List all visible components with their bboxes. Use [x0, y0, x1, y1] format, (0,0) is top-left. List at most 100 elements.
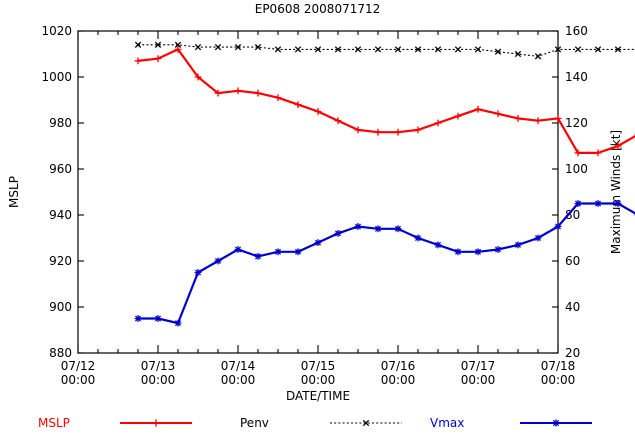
data-point-marker-star	[414, 234, 422, 242]
data-point-marker-star	[354, 223, 362, 230]
y2-axis-tick-label: 120	[565, 116, 588, 130]
data-point-marker-star	[594, 200, 602, 207]
data-point-marker-plus	[554, 115, 562, 122]
data-point-marker-cross	[134, 41, 142, 48]
data-point-marker-cross	[314, 46, 322, 53]
data-point-marker-plus	[514, 115, 522, 122]
data-point-marker-plus	[454, 112, 462, 120]
y-axis-tick-label: 1020	[41, 24, 72, 38]
data-point-marker-star	[154, 315, 162, 322]
chart-title: EP0608 2008071712	[254, 2, 381, 16]
data-point-marker-star	[574, 200, 582, 207]
y-axis-tick-label: 960	[49, 162, 72, 176]
data-point-marker-plus	[274, 94, 282, 102]
data-point-marker-cross	[354, 46, 362, 53]
data-point-marker-star	[474, 248, 482, 256]
data-point-marker-cross	[334, 46, 342, 53]
data-point-marker-cross	[474, 46, 482, 53]
data-point-marker-plus	[394, 128, 402, 136]
x-axis-tick-label-time: 00:00	[141, 373, 176, 387]
data-point-marker-plus	[134, 57, 142, 65]
data-point-marker-star	[314, 239, 322, 246]
data-point-marker-cross	[154, 41, 162, 48]
data-point-marker-star	[454, 248, 462, 256]
data-point-marker-plus	[594, 149, 602, 157]
x-axis-tick-label-time: 00:00	[381, 373, 416, 387]
x-axis-tick-label-date: 07/17	[461, 359, 496, 373]
x-axis-tick-label-date: 07/14	[221, 359, 256, 373]
data-point-marker-star	[234, 246, 242, 253]
data-point-marker-cross	[374, 46, 382, 53]
series-line-mslp	[137, 48, 635, 154]
data-point-marker-plus	[434, 119, 442, 127]
data-point-marker-star	[134, 315, 142, 322]
data-point-marker-star	[434, 241, 442, 249]
data-point-marker-star	[494, 246, 502, 253]
data-point-marker-cross	[362, 419, 370, 427]
data-point-marker-cross	[574, 46, 582, 53]
y-axis-label: MSLP	[7, 176, 21, 208]
x-axis-tick-label-date: 07/13	[141, 359, 176, 373]
data-point-marker-plus	[294, 101, 302, 108]
data-point-marker-cross	[514, 50, 522, 58]
data-point-marker-plus	[374, 128, 382, 136]
y2-axis-tick-label: 100	[565, 162, 588, 176]
data-point-marker-cross	[294, 46, 302, 53]
data-point-marker-plus	[214, 89, 222, 97]
y-axis-tick-label: 1000	[41, 70, 72, 84]
data-point-marker-cross	[394, 46, 402, 53]
data-point-marker-star	[552, 419, 560, 427]
y2-axis-tick-label: 160	[565, 24, 588, 38]
data-point-marker-star	[374, 225, 382, 233]
y-axis-tick-label: 940	[49, 208, 72, 222]
data-point-marker-star	[214, 257, 222, 265]
data-point-marker-plus	[494, 110, 502, 118]
y2-axis-tick-label: 60	[565, 254, 580, 268]
y2-axis-tick-label: 40	[565, 300, 580, 314]
y-axis-tick-label: 880	[49, 346, 72, 360]
x-axis-tick-label-time: 00:00	[61, 373, 96, 387]
plot-frame	[77, 30, 559, 354]
data-point-marker-plus	[314, 108, 322, 115]
x-axis-tick-label-date: 07/15	[301, 359, 336, 373]
data-point-marker-plus	[614, 142, 622, 150]
data-point-marker-cross	[454, 46, 462, 53]
x-axis-tick-label-time: 00:00	[541, 373, 576, 387]
data-point-marker-cross	[194, 43, 202, 51]
data-point-marker-cross	[254, 43, 262, 51]
data-point-marker-plus	[534, 117, 542, 125]
data-point-marker-star	[274, 248, 282, 256]
data-point-marker-plus	[334, 117, 342, 125]
data-point-marker-plus	[152, 419, 160, 427]
x-axis-label: DATE/TIME	[286, 389, 350, 403]
y2-axis-tick-label: 20	[565, 346, 580, 360]
data-point-marker-star	[194, 269, 202, 276]
data-point-marker-cross	[534, 53, 542, 60]
data-point-marker-star	[534, 234, 542, 242]
y2-axis-tick-label: 80	[565, 208, 580, 222]
y2-axis-label: Maximum Winds [kt]	[609, 130, 623, 254]
data-point-marker-cross	[174, 41, 182, 48]
data-point-marker-cross	[494, 48, 502, 55]
data-point-marker-star	[174, 319, 182, 327]
legend-label-vmax: Vmax	[430, 416, 464, 430]
x-axis-tick-label-date: 07/12	[61, 359, 96, 373]
data-point-marker-star	[394, 225, 402, 233]
series-line-vmax	[138, 202, 635, 325]
data-point-marker-star	[614, 200, 622, 207]
data-point-marker-cross	[214, 43, 222, 51]
data-point-marker-plus	[414, 126, 422, 134]
x-axis-tick-label-date: 07/16	[381, 359, 416, 373]
data-point-marker-plus	[174, 46, 182, 53]
data-point-marker-plus	[254, 89, 262, 97]
data-point-marker-cross	[554, 46, 562, 53]
data-point-marker-cross	[414, 46, 422, 53]
y-axis-tick-label: 900	[49, 300, 72, 314]
data-point-marker-cross	[274, 46, 282, 53]
data-point-marker-star	[334, 230, 342, 237]
x-axis-tick-label-date: 07/18	[541, 359, 576, 373]
data-point-marker-plus	[474, 105, 482, 113]
data-point-marker-star	[554, 223, 562, 230]
